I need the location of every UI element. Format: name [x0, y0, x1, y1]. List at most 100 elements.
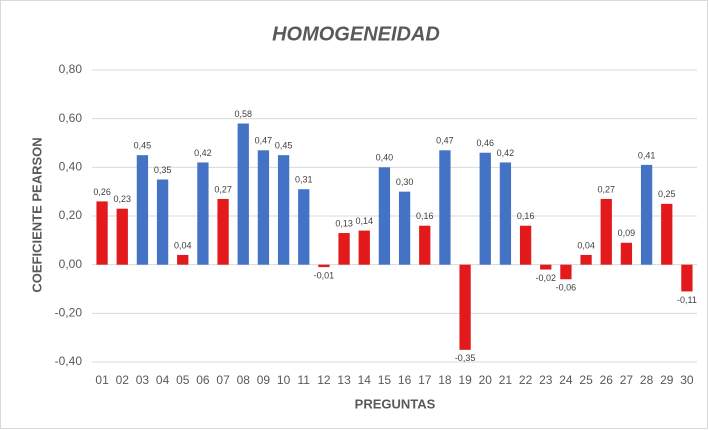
- x-tick-label: 22: [519, 373, 533, 387]
- bar: [197, 162, 209, 265]
- x-tick-label: 16: [398, 373, 412, 387]
- value-label: 0,30: [396, 177, 414, 187]
- x-tick-label: 26: [600, 373, 614, 387]
- bar: [318, 264, 330, 268]
- bar: [681, 264, 693, 292]
- value-label: 0,31: [295, 175, 313, 185]
- y-tick-label: 0,60: [59, 111, 83, 125]
- x-tick-label: 02: [116, 373, 130, 387]
- bar: [358, 230, 370, 265]
- x-tick-label: 25: [579, 373, 593, 387]
- value-label: -0,35: [455, 353, 476, 363]
- bar: [540, 264, 552, 270]
- value-label: -0,02: [535, 273, 556, 283]
- value-label: 0,26: [93, 187, 111, 197]
- value-label: 0,58: [234, 109, 252, 119]
- x-tick-label: 09: [257, 373, 271, 387]
- value-label: 0,04: [174, 240, 192, 250]
- value-label: 0,47: [255, 136, 273, 146]
- bar: [217, 198, 229, 265]
- bar: [378, 167, 391, 265]
- bar: [640, 164, 653, 265]
- y-tick-label: 0,00: [59, 257, 83, 271]
- y-tick-label: 0,20: [59, 208, 83, 222]
- value-label: 0,45: [134, 141, 152, 151]
- value-label: 0,27: [214, 184, 232, 194]
- value-label: 0,16: [517, 211, 535, 221]
- bar: [96, 201, 108, 265]
- bar: [116, 208, 128, 265]
- x-tick-label: 27: [620, 373, 634, 387]
- value-label: 0,27: [597, 184, 615, 194]
- bar: [499, 162, 512, 265]
- x-tick-label: 30: [680, 373, 694, 387]
- x-tick-label: 06: [196, 373, 210, 387]
- bar: [338, 233, 350, 265]
- bar: [298, 189, 310, 265]
- bar: [560, 264, 572, 280]
- bar: [479, 152, 491, 265]
- y-tick-label: 0,80: [59, 62, 83, 76]
- x-tick-label: 05: [176, 373, 190, 387]
- x-tick-label: 17: [418, 373, 432, 387]
- x-tick-label: 10: [277, 373, 291, 387]
- x-tick-label: 29: [660, 373, 674, 387]
- x-tick-label: 18: [438, 373, 452, 387]
- x-axis-label: PREGUNTAS: [355, 396, 436, 411]
- bar: [419, 225, 431, 265]
- bar: [519, 225, 532, 265]
- bar: [257, 150, 270, 265]
- x-tick-label: 14: [358, 373, 372, 387]
- x-tick-label: 15: [378, 373, 392, 387]
- value-label: -0,06: [556, 283, 577, 293]
- bar: [398, 191, 411, 265]
- value-label: 0,14: [355, 216, 373, 226]
- x-tick-label: 21: [499, 373, 513, 387]
- value-label: -0,11: [677, 295, 697, 305]
- x-tick-label: 19: [458, 373, 472, 387]
- x-tick-label: 24: [559, 373, 573, 387]
- bar: [459, 264, 471, 350]
- value-label: 0,45: [275, 141, 293, 151]
- x-tick-label: 23: [539, 373, 553, 387]
- x-tick-label: 11: [298, 373, 311, 387]
- x-tick-label: 04: [156, 373, 170, 387]
- value-label: 0,16: [416, 211, 434, 221]
- value-label: 0,42: [194, 148, 212, 158]
- x-tick-label: 28: [640, 373, 654, 387]
- value-label: 0,09: [618, 228, 636, 238]
- y-tick-label: -0,40: [55, 354, 83, 368]
- value-label: 0,42: [497, 148, 515, 158]
- value-label: 0,23: [113, 194, 131, 204]
- x-tick-label: 08: [237, 373, 251, 387]
- value-label: 0,46: [476, 138, 494, 148]
- x-tick-label: 03: [136, 373, 150, 387]
- bar: [661, 203, 673, 265]
- bar: [156, 179, 169, 265]
- value-label: 0,04: [577, 240, 595, 250]
- x-tick-label: 20: [479, 373, 493, 387]
- bar: [580, 254, 592, 265]
- value-label: -0,01: [314, 270, 335, 280]
- bar: [177, 254, 189, 265]
- value-label: 0,35: [154, 165, 172, 175]
- bar: [620, 242, 633, 265]
- x-tick-label: 01: [95, 373, 109, 387]
- value-label: 0,40: [376, 153, 394, 163]
- value-label: 0,41: [638, 150, 656, 160]
- chart-title: HOMOGENEIDAD: [272, 23, 440, 45]
- x-tick-label: 07: [216, 373, 230, 387]
- x-tick-label: 12: [317, 373, 331, 387]
- bar: [439, 150, 451, 265]
- bar: [136, 155, 149, 265]
- bar: [600, 198, 612, 265]
- bar: [237, 123, 249, 265]
- y-tick-label: 0,40: [59, 160, 83, 174]
- value-label: 0,13: [335, 218, 353, 228]
- x-tick-label: 13: [337, 373, 351, 387]
- value-label: 0,47: [436, 136, 454, 146]
- value-label: 0,25: [658, 189, 676, 199]
- bar: [277, 155, 290, 265]
